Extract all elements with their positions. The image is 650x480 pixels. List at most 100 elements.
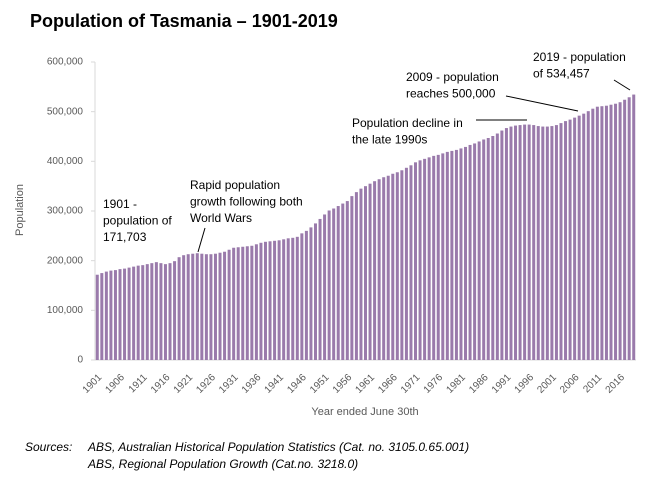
bar [577,115,581,360]
bar [495,133,499,360]
x-tick-label: 1916 [149,372,173,396]
bar [436,154,440,360]
y-tick-label: 300,000 [47,206,84,217]
bar [341,203,345,360]
bar [318,218,322,360]
bar [250,245,254,360]
bar [268,241,272,360]
bar [327,210,331,360]
bar [286,238,290,360]
bar [113,270,117,360]
bar [459,148,463,360]
bar [600,106,604,360]
bar [282,239,286,360]
annotation: Rapid population [190,178,280,192]
bar [482,139,486,360]
bar [95,274,99,360]
x-tick-label: 1931 [217,372,241,396]
bar [477,141,481,360]
bar [623,99,627,360]
bar [595,106,599,360]
bar [109,270,113,360]
bar [491,136,495,360]
bar [200,253,204,360]
bar [209,254,213,360]
bar [118,269,122,360]
x-tick-label: 1956 [331,372,355,396]
bar [514,125,518,360]
bar [391,173,395,360]
bar [541,126,545,360]
bar [191,253,195,360]
bar [532,125,536,361]
bar [304,230,308,360]
bar [154,262,158,360]
x-tick-label: 1981 [444,372,468,396]
bar [450,150,454,360]
bar [259,242,263,360]
bar [350,196,354,360]
bar [277,240,281,360]
bar [568,119,572,360]
bar [614,103,618,360]
bar [168,263,172,360]
bar [182,255,186,360]
x-tick-label: 1901 [81,372,105,396]
bar [454,149,458,360]
bar [414,162,418,360]
x-tick-label: 1906 [103,372,127,396]
bar [464,146,468,360]
bar [423,158,427,360]
bar [345,201,349,360]
x-tick-label: 1926 [194,372,218,396]
bar [386,175,390,360]
bar [236,247,240,360]
x-tick-label: 2006 [558,372,582,396]
bar [486,137,490,360]
x-tick-label: 1961 [354,372,378,396]
bar [523,124,527,360]
bar [241,246,245,360]
bar [132,266,136,360]
source: ABS, Regional Population Growth (Cat.no.… [87,457,358,471]
y-tick-label: 600,000 [47,57,84,68]
bar [336,206,340,360]
bar [432,155,436,360]
bar [227,249,231,360]
bar [573,117,577,360]
y-tick-label: 0 [77,355,83,366]
bar [404,167,408,360]
annotation: the late 1990s [352,133,427,147]
x-tick-label: 1911 [127,372,150,395]
bar [223,251,227,360]
bar [582,113,586,360]
x-tick-label: 1941 [263,372,287,396]
bar [554,125,558,361]
annotation: growth following both [190,195,303,209]
bar [273,240,277,360]
x-tick-label: 2016 [604,372,628,396]
bar [100,273,104,360]
bar [409,165,413,360]
bar [163,264,167,360]
bar [123,268,127,360]
y-axis-label: Population [14,184,26,236]
x-tick-label: 2011 [581,372,604,395]
x-tick-label: 1996 [513,372,537,396]
bar [323,214,327,360]
bar [609,104,613,360]
x-tick-label: 1976 [422,372,446,396]
bar [300,233,304,360]
bar [173,261,177,360]
bar [354,192,358,360]
bar [382,177,386,360]
bar [591,108,595,360]
bar [127,267,131,360]
bar [632,94,636,360]
bar [395,172,399,360]
x-tick-label: 1966 [376,372,400,396]
bar [213,253,217,360]
bar [245,246,249,360]
y-tick-label: 500,000 [47,106,84,117]
y-tick-label: 100,000 [47,305,84,316]
